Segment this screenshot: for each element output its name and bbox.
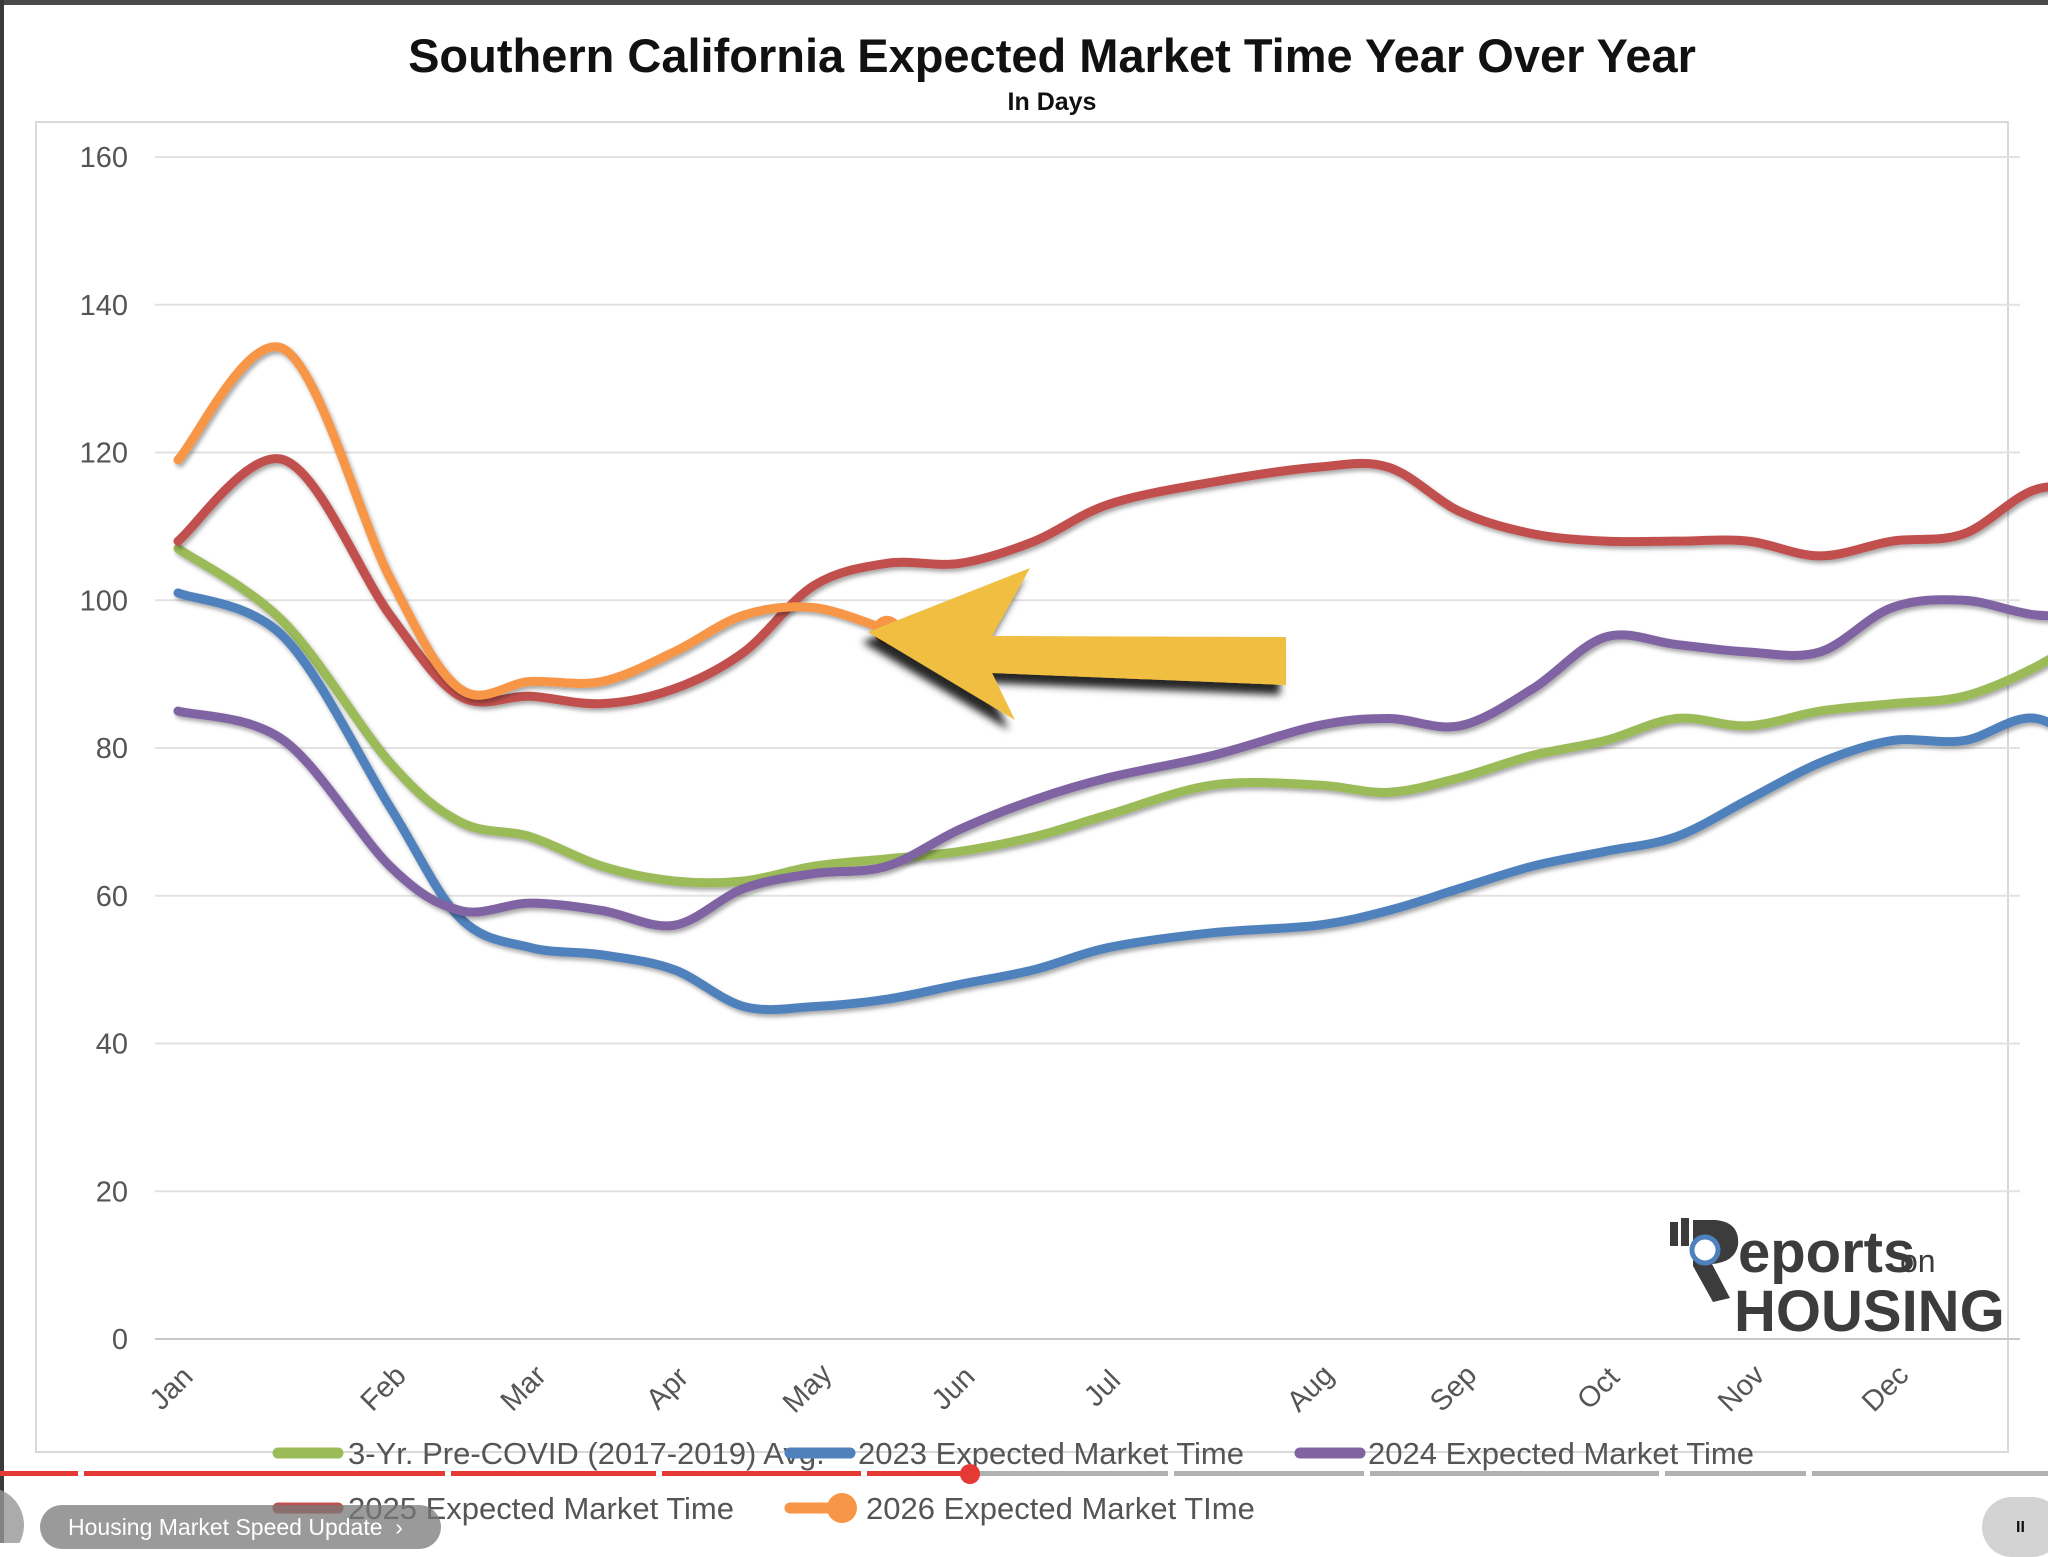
x-tick-label: Jun	[926, 1361, 982, 1417]
x-tick-label: Jan	[144, 1361, 200, 1417]
video-chapter-title-pill[interactable]: Housing Market Speed Update ›	[40, 1505, 441, 1549]
legend-label: 2023 Expected Market Time	[858, 1436, 1244, 1471]
logo-bar-2	[1681, 1218, 1689, 1246]
progress-scrubber-handle[interactable]	[960, 1464, 980, 1484]
pointer-arrow	[868, 568, 1286, 720]
y-axis-ticks: 0 20 40 60 80 100 120 140 160	[80, 142, 128, 1356]
chapter-divider	[1806, 1469, 1812, 1478]
x-tick-label: May	[777, 1358, 839, 1420]
pause-icon: II	[2016, 1519, 2025, 1537]
logo-text-on: on	[1900, 1243, 1936, 1279]
progress-remaining	[970, 1471, 2048, 1476]
x-tick-label: Apr	[640, 1361, 695, 1416]
logo-text-eports: eports	[1738, 1220, 1915, 1285]
x-tick-label: Mar	[495, 1359, 553, 1417]
progress-played	[0, 1471, 970, 1476]
x-tick-label: Sep	[1424, 1359, 1483, 1418]
gridlines	[155, 157, 2020, 1339]
reports-on-housing-logo: eports on HOUSING	[1670, 1218, 2005, 1344]
chapter-divider	[1168, 1469, 1174, 1478]
y-tick-label: 120	[80, 438, 128, 470]
chart-title: Southern California Expected Market Time…	[408, 29, 1696, 82]
chapter-divider	[78, 1469, 84, 1478]
series-line	[178, 549, 2048, 883]
x-tick-label: Oct	[1571, 1361, 1626, 1416]
y-tick-label: 20	[96, 1176, 128, 1208]
y-tick-label: 80	[96, 733, 128, 765]
legend: 3-Yr. Pre-COVID (2017-2019) Avg. 2023 Exp…	[268, 1428, 1808, 1543]
chapter-divider	[1364, 1469, 1370, 1478]
y-tick-label: 0	[112, 1324, 128, 1356]
x-tick-label: Jul	[1078, 1364, 1127, 1413]
legend-label: 2024 Expected Market Time	[1368, 1436, 1754, 1471]
y-tick-label: 60	[96, 881, 128, 913]
legend-label: 2026 Expected Market TIme	[866, 1491, 1255, 1526]
pause-button[interactable]: II	[1982, 1497, 2048, 1557]
legend-label: 3-Yr. Pre-COVID (2017-2019) Avg.	[348, 1436, 825, 1471]
series-lines	[178, 347, 2048, 1010]
x-tick-label: Nov	[1712, 1359, 1771, 1418]
legend-marker	[827, 1493, 857, 1523]
y-tick-label: 140	[80, 290, 128, 322]
chapter-divider	[861, 1469, 867, 1478]
logo-bar-1	[1670, 1222, 1678, 1246]
video-title-text: Housing Market Speed Update	[68, 1514, 383, 1540]
logo-text-housing: HOUSING	[1734, 1279, 2005, 1344]
player-left-button[interactable]	[0, 1487, 24, 1543]
x-axis-ticks: Jan Feb Mar Apr May Jun Jul Aug Sep Oct Nov Dec	[144, 1358, 1915, 1420]
chart-subtitle: In Days	[1008, 88, 1097, 116]
y-tick-label: 40	[96, 1029, 128, 1061]
x-tick-label: Feb	[355, 1360, 413, 1418]
y-tick-label: 100	[80, 585, 128, 617]
arrow-shape	[868, 568, 1286, 720]
chapter-divider	[445, 1469, 451, 1478]
chevron-right-icon: ›	[389, 1514, 403, 1540]
chapter-divider	[656, 1469, 662, 1478]
x-tick-label: Aug	[1281, 1359, 1340, 1418]
x-tick-label: Dec	[1856, 1359, 1915, 1418]
chapter-divider	[1659, 1469, 1665, 1478]
logo-magnifier-icon	[1692, 1237, 1718, 1263]
y-tick-label: 160	[80, 142, 128, 174]
